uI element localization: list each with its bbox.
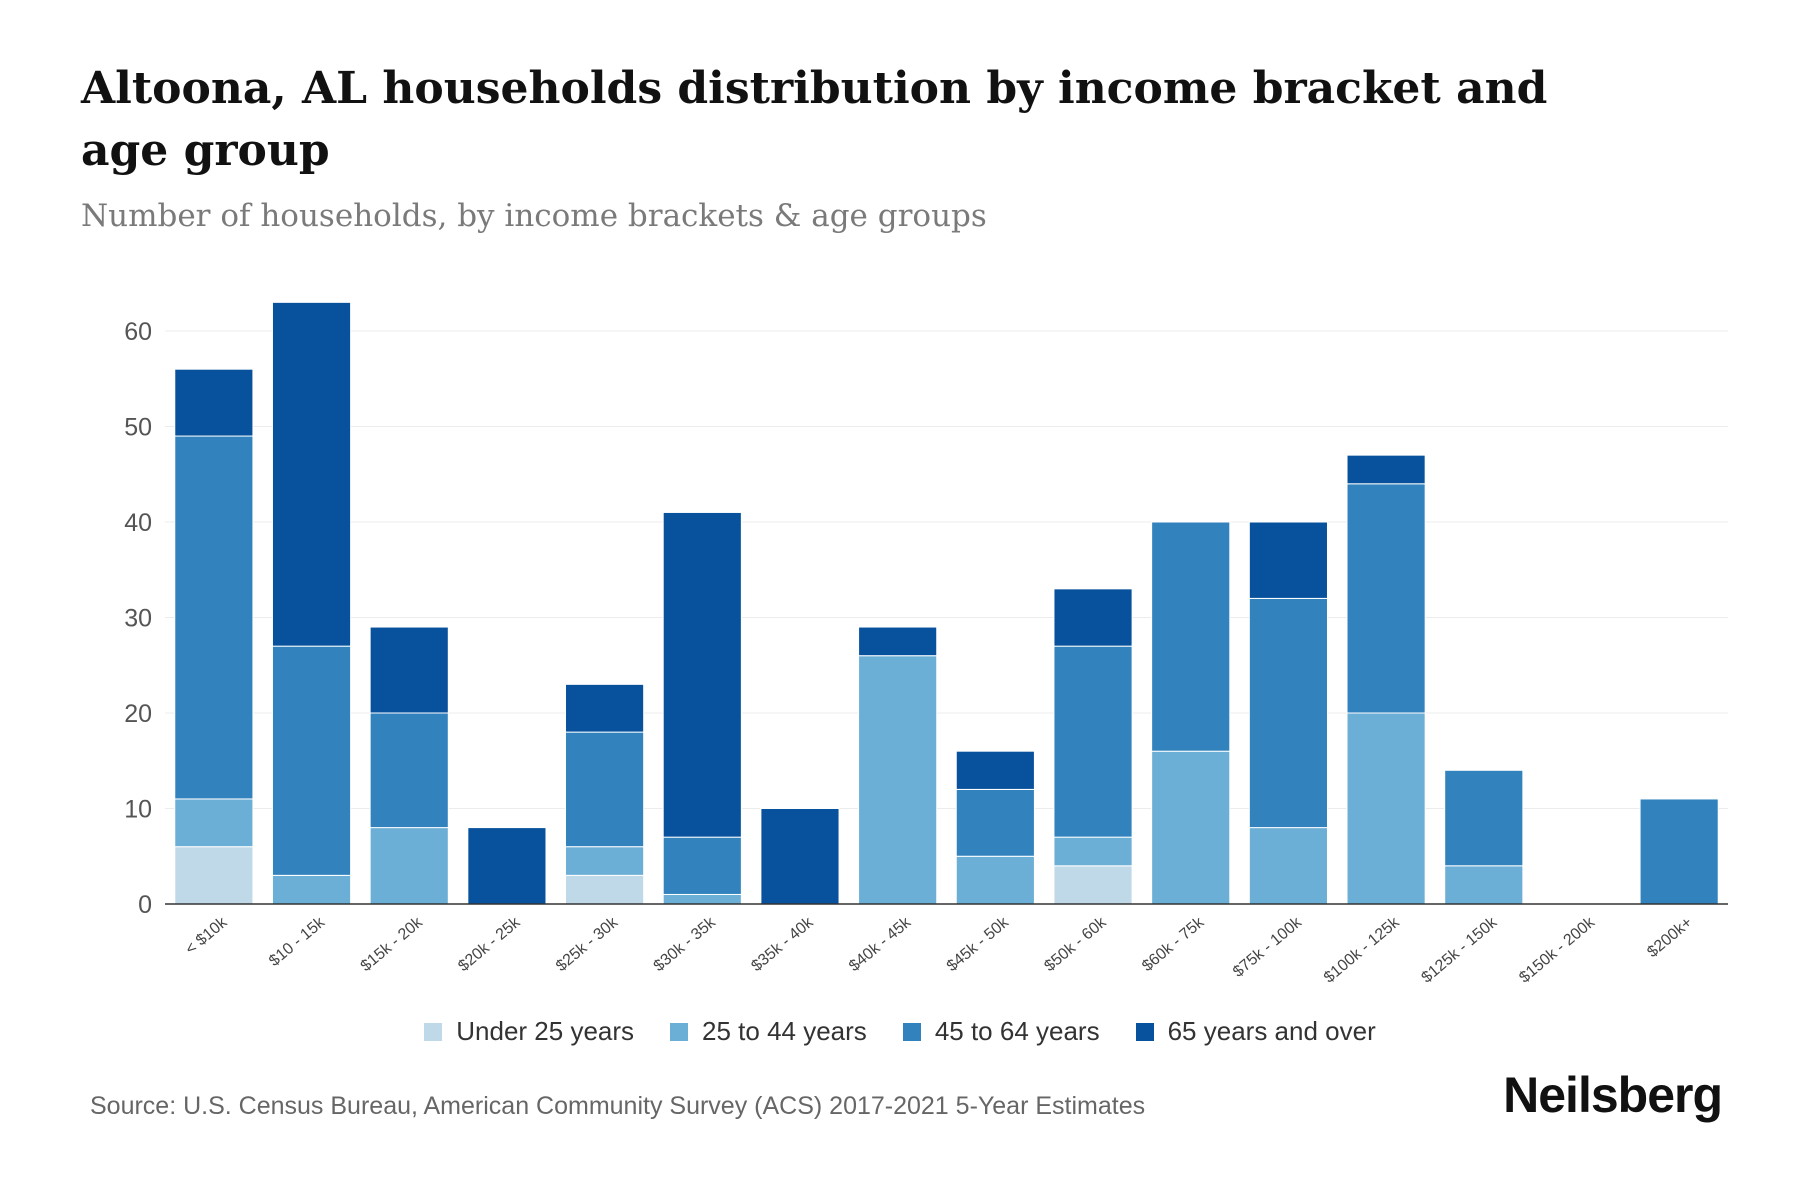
bar-segment	[955, 750, 1035, 790]
legend-swatch	[1135, 1022, 1154, 1041]
x-tick-label: $35k - 40k	[748, 913, 817, 975]
bar-segment	[1346, 454, 1426, 485]
y-axis-ticks: 0 10 20 30 40 50 60	[124, 318, 152, 919]
bar-segment	[369, 827, 449, 905]
x-tick-label: $10 - 15k	[266, 913, 329, 970]
x-tick-label: < $10k	[182, 913, 231, 958]
bar-segment	[1444, 769, 1524, 867]
bar-segment	[1248, 827, 1328, 905]
bar-segment	[955, 855, 1035, 905]
bar-segment	[1053, 588, 1133, 647]
legend-label: 65 years and over	[1167, 1016, 1376, 1046]
bar-segment	[271, 874, 352, 905]
bar-segment	[1444, 865, 1524, 905]
bar-segment	[1248, 521, 1328, 599]
bar-segment	[1053, 865, 1133, 905]
bar-segment	[565, 874, 645, 905]
legend-swatch	[670, 1022, 689, 1041]
bar-segment	[1346, 712, 1426, 905]
bar-segment	[955, 788, 1035, 857]
bar-segment	[565, 846, 645, 876]
x-tick-label: $15k - 20k	[358, 913, 427, 975]
bar-segment	[662, 893, 742, 905]
bar-segment	[1151, 521, 1231, 752]
x-tick-label: $50k - 60k	[1041, 913, 1110, 975]
legend-item: 65 years and over	[1135, 1016, 1376, 1047]
y-tick-label: 0	[138, 891, 152, 919]
x-tick-label: $125k - 150k	[1419, 913, 1502, 986]
bar-segment	[174, 798, 254, 848]
y-tick-label: 20	[124, 700, 152, 728]
y-tick-label: 10	[124, 796, 152, 824]
x-tick-label: $30k - 35k	[651, 913, 720, 975]
x-tick-label: $20k - 25k	[455, 913, 524, 975]
y-tick-label: 60	[124, 318, 152, 346]
legend-item: 25 to 44 years	[670, 1016, 867, 1047]
bar-segment	[271, 645, 352, 876]
bar-segment	[1053, 836, 1133, 867]
x-tick-label: $45k - 50k	[944, 913, 1013, 975]
bar-segment	[174, 435, 254, 800]
bar-segment	[467, 827, 547, 905]
bar-segment	[662, 836, 742, 895]
bar-segment	[1639, 798, 1719, 905]
chart-subtitle: Number of households, by income brackets…	[81, 198, 987, 234]
y-tick-label: 40	[124, 509, 152, 537]
bar-segment	[369, 626, 449, 714]
bar-segment	[174, 846, 254, 905]
bar-segment	[760, 808, 840, 905]
bar-segment	[565, 683, 645, 733]
legend-item: 45 to 64 years	[902, 1016, 1100, 1047]
brand-logo: Neilsberg	[1503, 1067, 1723, 1123]
x-tick-label: $100k - 125k	[1321, 913, 1404, 986]
legend-swatch	[902, 1022, 921, 1041]
bar-segment	[1248, 597, 1328, 829]
bars	[174, 301, 1719, 905]
x-tick-label: $60k - 75k	[1139, 913, 1208, 975]
x-axis-labels: < $10k $10 - 15k $15k - 20k $20k - 25k $25k …	[182, 913, 1695, 986]
source-note: Source: U.S. Census Bureau, American Com…	[90, 1092, 1146, 1120]
bar-segment	[858, 655, 938, 905]
bar-segment	[1346, 483, 1426, 714]
legend-label: 25 to 44 years	[702, 1016, 867, 1046]
legend-label: 45 to 64 years	[934, 1016, 1100, 1046]
x-tick-label: $40k - 45k	[846, 913, 915, 975]
legend-swatch	[424, 1022, 443, 1041]
legend-label: Under 25 years	[456, 1016, 635, 1046]
bar-segment	[1151, 750, 1231, 905]
legend: Under 25 years 25 to 44 years 45 to 64 yea…	[0, 1016, 1800, 1047]
x-tick-label: $25k - 30k	[553, 913, 622, 975]
bar-segment	[662, 511, 742, 838]
chart-title: Altoona, AL households distribution by i…	[81, 63, 1548, 176]
bar-segment	[174, 368, 254, 437]
bar-segment	[271, 301, 352, 647]
bar-segment	[1053, 645, 1133, 838]
x-tick-label: $75k - 100k	[1230, 913, 1306, 980]
x-tick-label: $150k - 200k	[1516, 913, 1599, 986]
y-tick-label: 30	[124, 605, 152, 633]
legend-item: Under 25 years	[424, 1016, 634, 1047]
x-tick-label: $200k+	[1644, 914, 1695, 961]
bar-segment	[565, 731, 645, 848]
bar-segment	[858, 626, 938, 657]
y-tick-label: 50	[124, 414, 152, 442]
bar-segment	[369, 712, 449, 829]
stacked-bar-chart: 0 10 20 30 40 50 60 < $10k $10 - 15k $15k - 20k $…	[124, 301, 1728, 987]
